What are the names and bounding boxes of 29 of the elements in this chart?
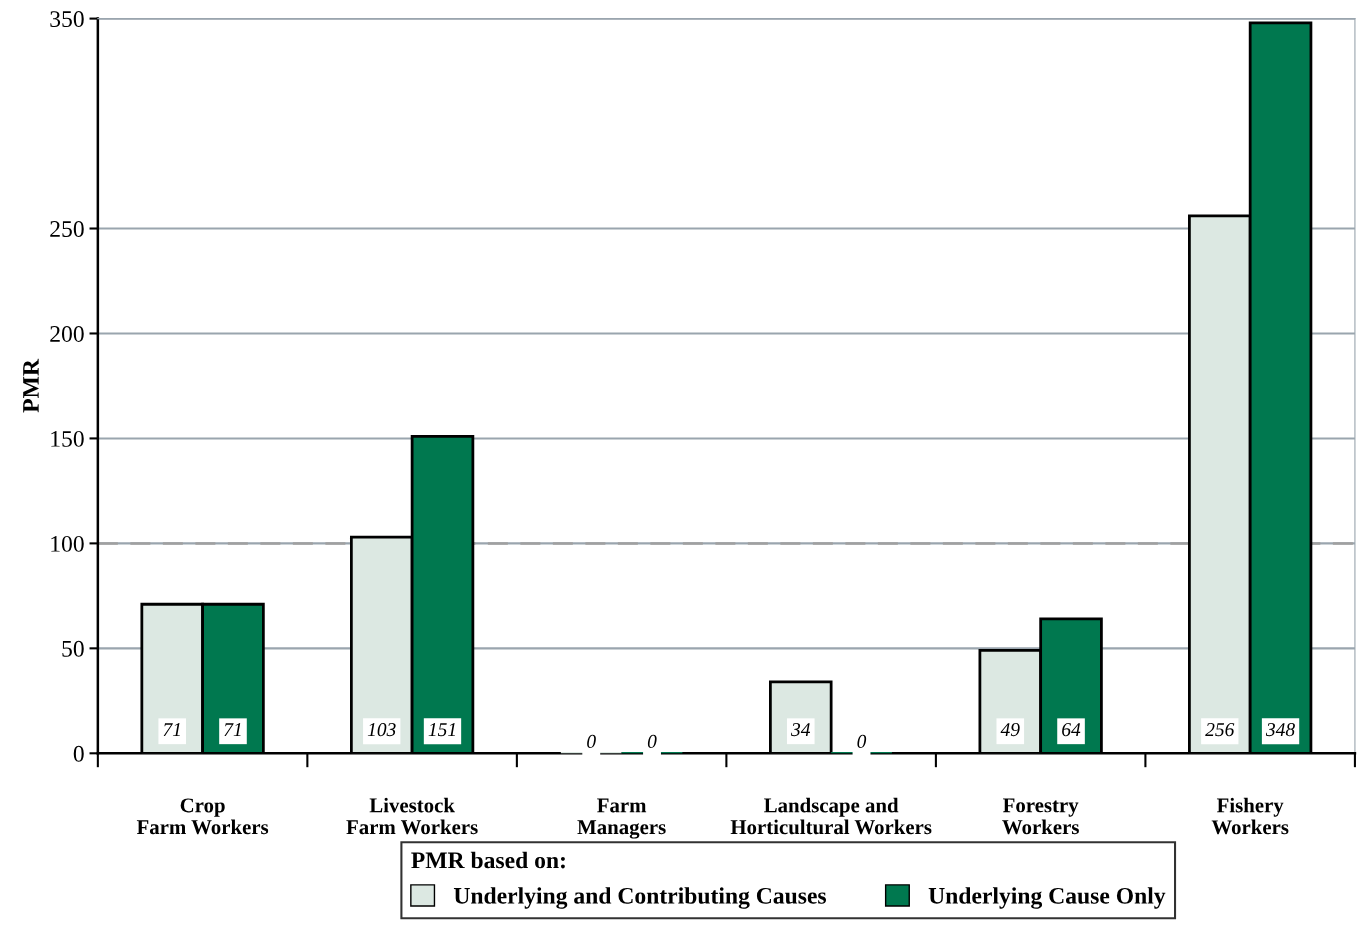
data-label: 71 (163, 723, 180, 736)
x-tick-label: Farm Managers (577, 798, 666, 839)
data-label: 0 (857, 734, 867, 748)
legend-label: Underlying and Contributing Causes (453, 887, 827, 909)
x-tick-label: Forestry Workers (1002, 798, 1079, 835)
x-tick-label: Landscape and Horticultural Workers (730, 797, 932, 835)
y-tick-label: 50 (62, 640, 84, 657)
data-label: 151 (428, 723, 455, 737)
data-label: 256 (1205, 723, 1235, 737)
legend-title: PMR based on: (411, 851, 565, 869)
data-label: 0 (587, 734, 596, 748)
y-tick-label: 0 (73, 745, 84, 762)
data-label: 348 (1265, 723, 1295, 737)
legend-label: Underlying Cause Only (928, 887, 1166, 909)
data-label: 64 (1062, 723, 1081, 737)
data-label: 0 (647, 734, 657, 748)
x-tick-label: Crop Farm Workers (136, 798, 269, 835)
data-label: 34 (791, 723, 811, 737)
y-tick-label: 350 (50, 11, 84, 28)
data-label: 103 (367, 723, 396, 737)
data-label: 71 (224, 723, 241, 736)
data-label: 49 (1000, 723, 1020, 737)
y-tick-label: 100 (51, 535, 84, 552)
y-tick-label: 200 (50, 325, 84, 342)
x-tick-label: Livestock Farm Workers (346, 797, 478, 835)
y-axis-title: PMR (23, 358, 39, 413)
y-tick-label: 250 (50, 221, 84, 237)
y-tick-label: 150 (51, 430, 84, 447)
x-tick-label: Fishery Workers (1211, 797, 1289, 835)
